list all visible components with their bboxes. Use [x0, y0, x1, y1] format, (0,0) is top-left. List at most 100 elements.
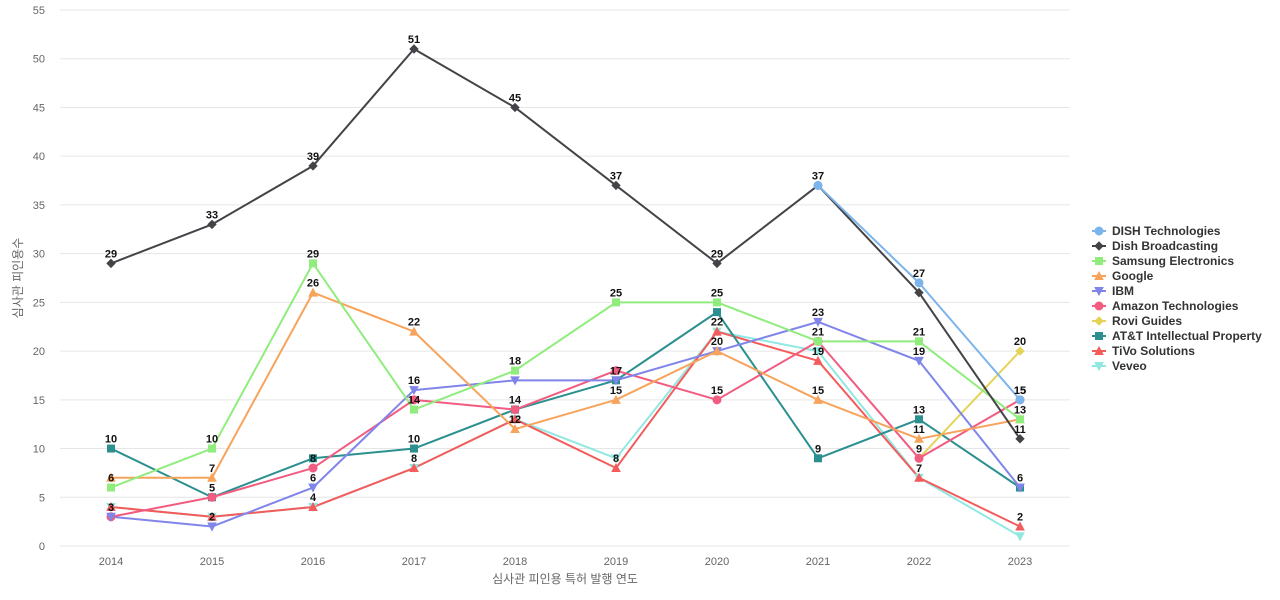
data-label: 6 — [1017, 473, 1023, 485]
legend-item[interactable]: Dish Broadcasting — [1092, 239, 1218, 253]
data-label: 2 — [209, 512, 215, 524]
series-line — [918, 350, 1021, 459]
data-label: 16 — [408, 375, 420, 387]
data-point-marker — [813, 394, 823, 404]
data-label: 21 — [812, 326, 824, 338]
y-tick-label: 45 — [33, 102, 45, 114]
data-point-marker — [611, 376, 621, 386]
data-label: 6 — [310, 473, 316, 485]
data-point-marker — [914, 472, 924, 482]
data-point-marker — [207, 219, 217, 230]
data-label: 37 — [812, 170, 824, 182]
data-label: 15 — [711, 385, 723, 397]
data-point-marker — [915, 337, 923, 346]
y-tick-label: 5 — [39, 492, 45, 504]
data-point-marker — [713, 298, 721, 307]
y-axis-title: 심사관 피인용수 — [11, 238, 25, 319]
data-point-marker — [1016, 415, 1024, 424]
data-point-marker — [409, 386, 419, 396]
data-point-marker — [712, 346, 722, 356]
data-label: 22 — [711, 317, 723, 329]
data-point-marker — [106, 501, 116, 512]
data-point-marker — [914, 278, 924, 288]
data-point-marker — [106, 258, 116, 269]
x-tick-label: 2015 — [200, 556, 224, 568]
data-label: 26 — [307, 278, 319, 290]
data-point-marker — [106, 472, 116, 482]
data-point-marker — [410, 444, 418, 453]
data-point-marker — [612, 298, 620, 307]
data-point-marker — [1094, 241, 1104, 251]
data-point-marker — [1015, 395, 1025, 405]
x-tick-label: 2016 — [301, 556, 325, 568]
legend-label: IBM — [1112, 284, 1134, 298]
data-point-marker — [308, 287, 318, 297]
x-axis-ticks: 2014 2015 2016 2017 2018 2019 2020 2021 2022 2023 — [99, 556, 1032, 568]
legend-item[interactable]: TiVo Solutions — [1092, 344, 1195, 358]
data-point-marker — [713, 308, 721, 317]
data-point-marker — [814, 454, 822, 463]
data-point-marker — [814, 337, 822, 346]
data-label: 7 — [916, 463, 922, 475]
data-label: 27 — [913, 268, 925, 280]
data-label: 14 — [408, 395, 421, 407]
legend-item[interactable]: AT&T Intellectual Property — [1092, 329, 1262, 343]
series-markers — [106, 44, 1025, 542]
legend-label: Samsung Electronics — [1112, 254, 1234, 268]
y-tick-label: 10 — [33, 444, 45, 456]
y-axis-ticks: 0 5 10 15 20 25 30 35 40 45 50 55 — [33, 5, 45, 553]
data-label: 29 — [105, 248, 117, 260]
data-point-marker — [914, 356, 924, 366]
data-label: 15 — [1014, 385, 1026, 397]
data-point-marker — [207, 492, 217, 502]
data-point-marker — [510, 423, 520, 434]
data-label: 25 — [610, 287, 622, 299]
data-label: 10 — [408, 434, 420, 446]
data-label: 10 — [206, 434, 218, 446]
x-tick-label: 2023 — [1008, 556, 1032, 568]
series-line — [110, 311, 1021, 499]
series-line — [110, 340, 1021, 518]
data-point-marker — [107, 444, 115, 453]
legend-item[interactable]: DISH Technologies — [1092, 224, 1221, 238]
data-point-marker — [813, 317, 823, 327]
legend-item[interactable]: Google — [1092, 269, 1154, 283]
data-label: 3 — [108, 502, 114, 514]
legend-item[interactable]: Rovi Guides — [1092, 314, 1182, 328]
data-label: 51 — [408, 34, 420, 46]
data-point-marker — [309, 259, 317, 268]
legend-item[interactable]: Samsung Electronics — [1092, 254, 1234, 268]
data-label: 21 — [913, 326, 925, 338]
data-label: 29 — [711, 248, 723, 260]
legend-item[interactable]: Amazon Technologies — [1092, 299, 1239, 313]
data-label: 8 — [613, 453, 619, 465]
data-label: 18 — [509, 356, 521, 368]
legend-item[interactable]: IBM — [1092, 284, 1134, 298]
legend-label: Google — [1112, 269, 1154, 283]
data-point-marker — [308, 463, 318, 473]
data-point-marker — [611, 462, 621, 473]
data-point-marker — [712, 395, 722, 405]
data-point-marker — [1094, 226, 1104, 236]
y-tick-label: 35 — [33, 200, 45, 212]
data-point-marker — [712, 258, 722, 269]
data-point-marker — [1015, 532, 1025, 542]
data-label: 12 — [509, 414, 521, 426]
data-point-marker — [611, 366, 621, 376]
legend-label: Rovi Guides — [1112, 314, 1182, 328]
data-point-marker — [107, 483, 115, 492]
y-tick-label: 0 — [39, 541, 45, 553]
x-tick-label: 2017 — [402, 556, 426, 568]
legend-label: DISH Technologies — [1112, 224, 1221, 238]
legend-item[interactable]: Veveo — [1092, 359, 1147, 373]
data-label: 25 — [711, 287, 723, 299]
data-point-marker — [308, 483, 318, 493]
data-point-marker — [208, 444, 216, 453]
data-label: 11 — [1014, 424, 1026, 436]
data-point-marker — [1015, 434, 1025, 444]
data-point-marker — [207, 472, 217, 482]
y-tick-label: 15 — [33, 395, 45, 407]
data-point-marker — [1095, 332, 1103, 340]
